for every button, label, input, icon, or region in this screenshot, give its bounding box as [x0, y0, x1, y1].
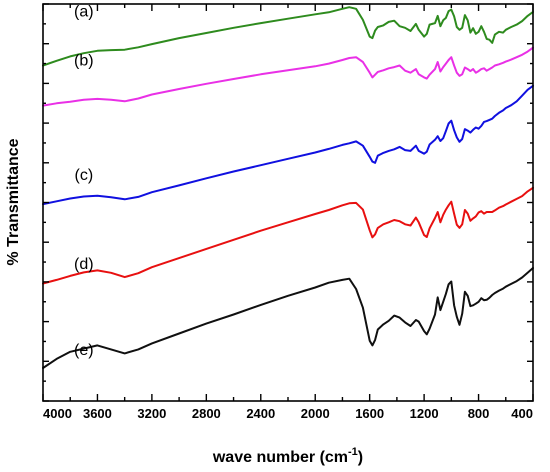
- x-tick-label: 1600: [355, 406, 384, 421]
- x-axis-label-superscript: -1: [348, 446, 358, 458]
- x-tick-label: 2400: [246, 406, 275, 421]
- y-axis-label: % Transmittance: [5, 138, 22, 265]
- x-tick-label: 3600: [83, 406, 112, 421]
- series-label: (a): [74, 4, 94, 21]
- x-tick-label: 4000: [43, 406, 72, 421]
- x-tick-label: 2800: [192, 406, 221, 421]
- x-tick-label: 3200: [137, 406, 166, 421]
- series-label: (b): [74, 53, 94, 70]
- x-tick-label: 1200: [410, 406, 439, 421]
- series-line: [42, 46, 534, 107]
- x-axis-label: wave number (cm-1): [212, 446, 363, 466]
- spectra-traces: [42, 6, 534, 369]
- series-line: [42, 84, 534, 206]
- series-line: [42, 267, 534, 369]
- series-line: [42, 186, 534, 285]
- series-label: (d): [74, 256, 94, 273]
- x-axis-label-main: wave number (cm: [212, 449, 348, 466]
- series-label: (c): [75, 167, 94, 184]
- plot-frame: [42, 3, 534, 402]
- y-axis: [43, 3, 533, 402]
- series-labels: (a) (b) (c) (d) (e): [74, 4, 94, 359]
- x-tick-label: 2000: [301, 406, 330, 421]
- series-line: [42, 6, 534, 67]
- x-axis-label-close: ): [358, 449, 363, 466]
- series-label: (e): [74, 342, 94, 359]
- x-axis: 4000 3600 3200 2800 2400 2000 1600 1200 800 400: [42, 4, 534, 421]
- x-tick-label: 800: [468, 406, 490, 421]
- x-tick-label: 400: [511, 406, 533, 421]
